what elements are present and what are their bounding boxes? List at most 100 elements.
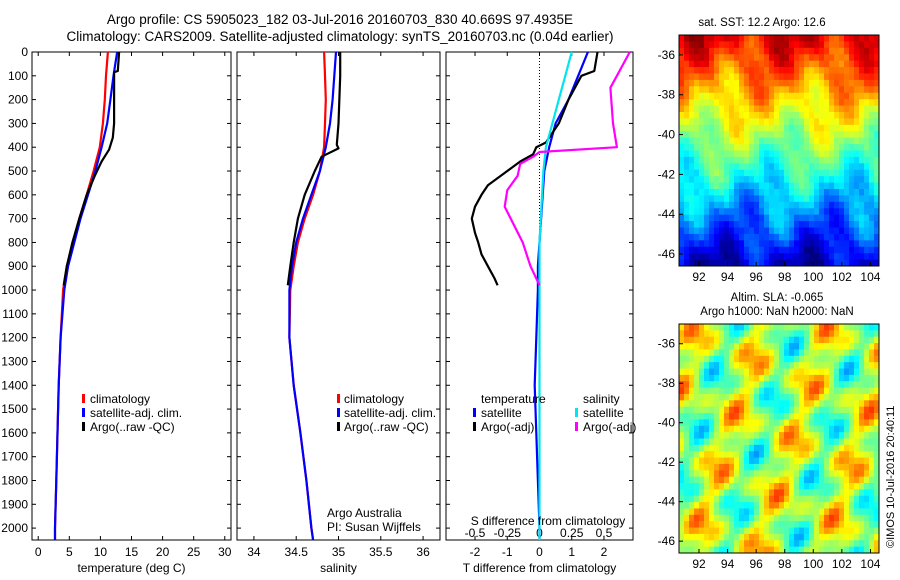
map-cell <box>699 86 705 94</box>
map-cell <box>759 124 765 132</box>
map-cell <box>779 259 785 267</box>
x-tick-label: 35.5 <box>369 545 393 559</box>
map-cell <box>854 79 860 87</box>
map-cell <box>809 457 815 465</box>
map-cell <box>859 246 865 254</box>
map-cell <box>744 60 750 68</box>
map-cell <box>709 214 715 222</box>
map-cell <box>699 330 705 338</box>
map-cell <box>719 381 725 389</box>
map-cell <box>769 79 775 87</box>
map-cell <box>809 502 815 509</box>
map-cell <box>794 73 800 81</box>
map-cell <box>814 86 820 94</box>
map-cell <box>714 131 720 139</box>
map-cell <box>804 419 810 427</box>
map-cell <box>849 413 855 420</box>
map-cell <box>699 144 705 151</box>
map-cell <box>739 86 745 94</box>
map-cell <box>729 406 735 414</box>
map-cell <box>859 489 865 497</box>
map-cell <box>794 387 800 395</box>
map-cell <box>769 259 775 267</box>
map-cell <box>729 463 735 471</box>
map-cell <box>739 355 745 363</box>
map-cell <box>769 362 775 369</box>
map-cell <box>764 35 770 42</box>
map-cell <box>849 457 855 465</box>
map-cell <box>864 169 870 177</box>
map-cell <box>749 540 755 548</box>
map-cell <box>689 150 695 158</box>
map-cell <box>704 476 710 484</box>
map-cell <box>689 413 695 420</box>
map-cell <box>864 355 870 363</box>
map-cell <box>854 73 860 81</box>
map-cell <box>794 336 800 344</box>
map-cell <box>734 201 740 209</box>
map-cell <box>774 521 780 528</box>
map-cell <box>864 201 870 209</box>
map-cell <box>764 156 770 164</box>
map-cell <box>794 476 800 484</box>
map-cell <box>789 336 795 344</box>
map-cell <box>804 86 810 94</box>
map-cell <box>679 343 685 350</box>
map-cell <box>854 253 860 260</box>
map-cell <box>704 176 710 183</box>
map-cell <box>789 495 795 503</box>
map-cell <box>684 476 690 484</box>
map-cell <box>849 419 855 427</box>
map-cell <box>784 246 790 254</box>
map-cell <box>784 368 790 376</box>
map-cell <box>789 201 795 209</box>
map-cell <box>809 425 815 433</box>
map-cell <box>739 514 745 522</box>
map-cell <box>724 163 730 171</box>
map-cell <box>789 86 795 94</box>
map-cell <box>754 419 760 427</box>
map-cell <box>809 527 815 535</box>
map-cell <box>709 221 715 228</box>
map-cell <box>799 86 805 94</box>
map-cell <box>804 495 810 503</box>
map-cell <box>704 156 710 164</box>
map-cell <box>714 387 720 395</box>
map-cell <box>849 189 855 196</box>
map-cell <box>719 483 725 490</box>
y-tick-label: 100 <box>8 69 28 83</box>
map-cell <box>704 112 710 119</box>
map-cell <box>719 413 725 420</box>
map-cell <box>709 112 715 119</box>
map-cell <box>834 240 840 248</box>
map-cell <box>769 476 775 484</box>
map-cell <box>794 400 800 408</box>
map-cell <box>759 156 765 164</box>
map-cell <box>684 163 690 171</box>
map-cell <box>794 86 800 94</box>
map-cell <box>699 336 705 344</box>
map-cell <box>679 214 685 222</box>
map-cell <box>739 540 745 548</box>
map-cell <box>854 419 860 427</box>
map-cell <box>719 131 725 139</box>
map-cell <box>714 214 720 222</box>
map-cell <box>729 253 735 260</box>
map-cell <box>829 438 835 446</box>
map-cell <box>734 400 740 408</box>
map-cell <box>854 432 860 439</box>
map-cell <box>844 201 850 209</box>
map-cell <box>784 144 790 151</box>
legend-salinity: climatology satellite-adj. clim. Argo(..… <box>337 392 436 434</box>
map-cell <box>859 483 865 490</box>
map-cell <box>744 169 750 177</box>
map-cell <box>799 425 805 433</box>
map-cell <box>689 400 695 408</box>
map-cell <box>754 368 760 376</box>
map-cell <box>779 451 785 458</box>
map-cell <box>799 221 805 228</box>
map-cell <box>739 131 745 139</box>
map-cell <box>704 419 710 427</box>
map-cell <box>839 86 845 94</box>
map-cell <box>684 425 690 433</box>
